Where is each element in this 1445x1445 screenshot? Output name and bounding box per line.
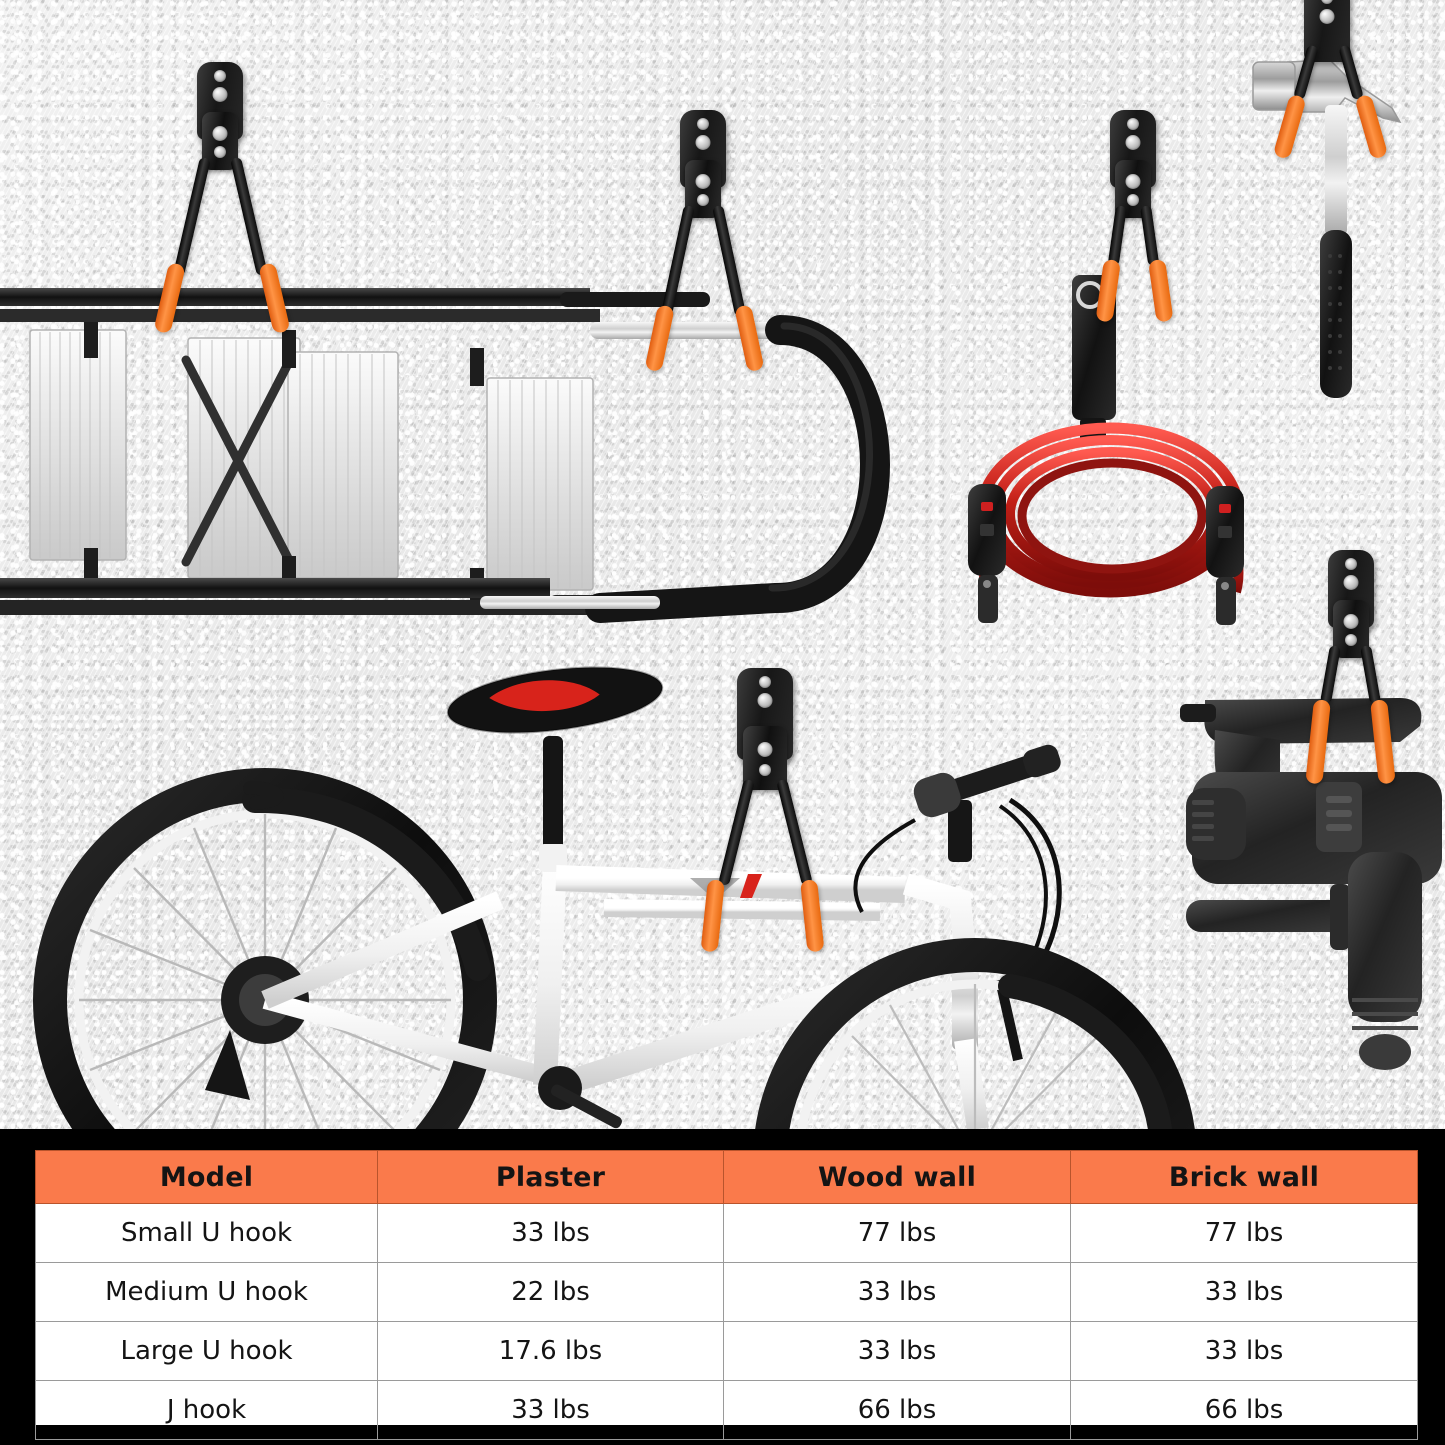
table-header: Model Plaster Wood wall Brick wall [35,1150,1418,1204]
hook-arm-right [1140,205,1160,267]
screw-hole-icon [212,126,228,141]
hook-cables [1078,110,1188,340]
cell-wood: 66 lbs [723,1380,1071,1440]
hook-drill [1292,550,1410,785]
table-row: Medium U hook 22 lbs 33 lbs 33 lbs [35,1262,1418,1322]
screw-hole-icon [1319,9,1335,24]
cell-brick: 77 lbs [1070,1203,1418,1263]
capacity-table: Model Plaster Wood wall Brick wall Small… [35,1150,1418,1440]
claw-hammer-item [1252,59,1402,398]
hook-arm-right [1360,645,1381,705]
screw-hole-icon [214,70,226,82]
hook-rubber-tip-right [1370,699,1396,785]
hook-rubber-tip-right [1148,258,1174,323]
hook-rubber-tip-left [1305,699,1331,785]
screw-hole-icon [695,174,711,189]
screw-hole-icon [759,676,771,688]
hook-rubber-tip-left [1272,93,1307,160]
column-header-brick: Brick wall [1070,1150,1418,1204]
screw-hole-icon [214,146,226,158]
table-row: Small U hook 33 lbs 77 lbs 77 lbs [35,1203,1418,1263]
hook-arm-left [173,156,211,277]
table-body: Small U hook 33 lbs 77 lbs 77 lbs Medium… [35,1203,1418,1440]
column-header-plaster: Plaster [377,1150,724,1204]
table-row: Large U hook 17.6 lbs 33 lbs 33 lbs [35,1321,1418,1381]
cell-plaster: 33 lbs [377,1203,724,1263]
screw-hole-icon [1125,174,1141,189]
cell-plaster: 17.6 lbs [377,1321,724,1381]
screw-hole-icon [1345,558,1357,570]
hook-arm-right [712,204,747,317]
screw-hole-icon [1125,135,1141,150]
table-header-row: Model Plaster Wood wall Brick wall [35,1150,1418,1204]
hook-arm-right [230,156,268,277]
hook-arm-left [1107,205,1127,267]
screw-hole-icon [757,693,773,708]
cell-brick: 33 lbs [1070,1321,1418,1381]
mountain-bike-item [33,666,1195,1129]
cell-model: Medium U hook [35,1262,378,1322]
cell-model: Small U hook [35,1203,378,1263]
hook-ladder-left [153,62,291,335]
hook-arm-right [776,778,813,887]
hook-arm-left [660,204,695,317]
cell-plaster: 22 lbs [377,1262,724,1322]
cell-model: Large U hook [35,1321,378,1381]
hook-arm-left [1320,645,1341,705]
product-photo [0,0,1445,1129]
screw-hole-icon [757,742,773,757]
screw-hole-icon [1321,0,1333,4]
hook-rubber-tip-left [1095,258,1121,323]
wall-items-illustration [0,59,1442,1129]
screw-hole-icon [212,87,228,102]
hook-bike [700,668,830,953]
screw-hole-icon [1345,634,1357,646]
hook-arm-left [1293,44,1319,101]
screw-hole-icon [697,194,709,206]
cell-plaster: 33 lbs [377,1380,724,1440]
screw-hole-icon [697,118,709,130]
screw-hole-icon [1343,614,1359,629]
weight-capacity-table: Model Plaster Wood wall Brick wall Small… [35,1150,1418,1440]
hook-ladder-right [644,110,765,373]
cell-wood: 33 lbs [723,1262,1071,1322]
hook-hammer [1272,0,1389,174]
cell-brick: 66 lbs [1070,1380,1418,1440]
column-header-model: Model [35,1150,378,1204]
hook-arm-left [718,778,755,887]
screw-hole-icon [1127,194,1139,206]
cell-wood: 33 lbs [723,1321,1071,1381]
cell-model: J hook [35,1380,378,1440]
hook-arm-right [1338,44,1364,101]
column-header-wood: Wood wall [723,1150,1071,1204]
cell-wood: 77 lbs [723,1203,1071,1263]
cell-brick: 33 lbs [1070,1262,1418,1322]
screw-hole-icon [1343,575,1359,590]
screw-hole-icon [695,135,711,150]
table-row: J hook 33 lbs 66 lbs 66 lbs [35,1380,1418,1440]
screw-hole-icon [759,764,771,776]
screw-hole-icon [1127,118,1139,130]
